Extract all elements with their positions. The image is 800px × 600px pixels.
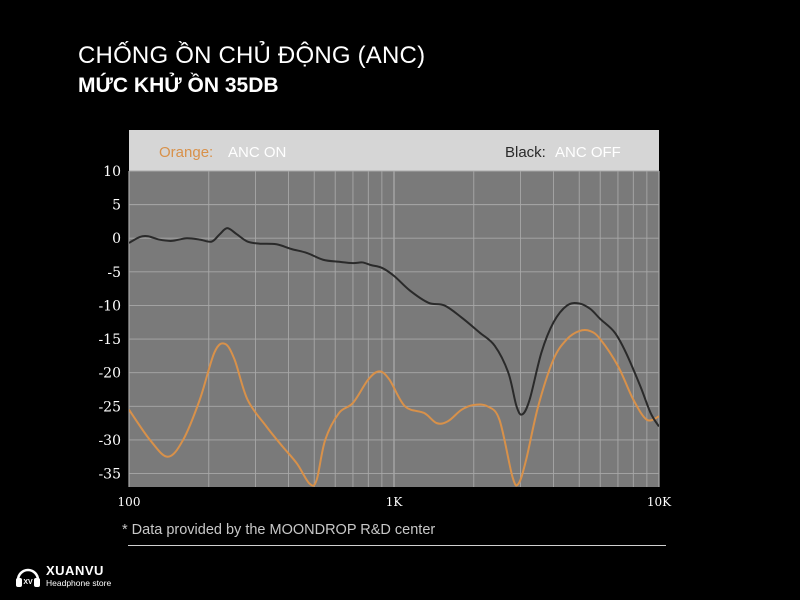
legend-bar xyxy=(129,130,659,171)
y-tick-label: -5 xyxy=(107,265,121,281)
series-line-anc-on xyxy=(129,329,659,487)
headphone-icon: XV xyxy=(16,568,40,587)
svg-text:XV: XV xyxy=(23,579,33,586)
brand-tagline: Headphone store xyxy=(46,578,112,588)
y-tick-label: -25 xyxy=(98,399,121,415)
legend-black-value: ANC OFF xyxy=(555,144,621,161)
x-tick-label: 100 xyxy=(118,495,141,509)
data-source-note: * Data provided by the MOONDROP R&D cent… xyxy=(122,522,436,538)
y-tick-label: 10 xyxy=(103,164,121,180)
brand-name: XUANVU xyxy=(46,563,104,578)
y-tick-label: 5 xyxy=(112,198,121,214)
brand-logo: XV XUANVU Headphone store xyxy=(14,564,111,588)
y-tick-label: 0 xyxy=(112,231,121,247)
x-tick-label: 1K xyxy=(386,495,404,509)
legend-black-key: Black: xyxy=(505,144,546,161)
legend-orange-value: ANC ON xyxy=(228,144,286,161)
chart-title: CHỐNG ỒN CHỦ ĐỘNG (ANC) xyxy=(78,42,426,69)
note-divider xyxy=(128,545,666,546)
y-tick-label: -35 xyxy=(98,467,121,483)
y-tick-label: -30 xyxy=(98,433,121,449)
x-tick-label: 10K xyxy=(647,495,672,509)
y-tick-label: -15 xyxy=(98,332,121,348)
y-tick-label: -20 xyxy=(98,366,121,382)
chart-subtitle: MỨC KHỬ ỒN 35DB xyxy=(78,74,279,97)
y-tick-label: -10 xyxy=(98,298,121,314)
legend-orange-key: Orange: xyxy=(159,144,213,161)
series-line-anc-off xyxy=(129,227,659,428)
